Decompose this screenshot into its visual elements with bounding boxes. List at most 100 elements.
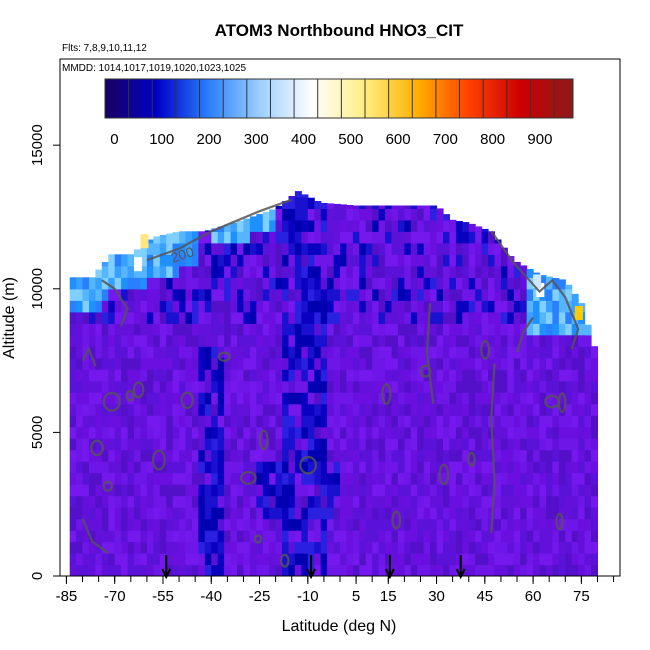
heatmap-cell [204,564,212,576]
heatmap-cell [417,219,425,232]
heatmap-cell [578,438,586,451]
heatmap-cell [565,311,573,324]
heatmap-cell [520,507,528,520]
heatmap-cell [513,449,521,462]
heatmap-cell [378,219,386,232]
heatmap-cell [352,380,360,393]
heatmap-cell [294,518,302,531]
heatmap-cell [294,265,302,278]
heatmap-cell [121,472,129,485]
heatmap-cell [256,553,264,566]
heatmap-cell [378,334,386,347]
heatmap-cell [301,495,309,508]
heatmap-cell [571,472,579,485]
heatmap-cell [352,403,360,416]
heatmap-cell [546,484,553,497]
heatmap-cell [449,311,457,324]
heatmap-cell [95,415,103,428]
heatmap-cell [468,438,476,451]
heatmap-cell [365,426,373,439]
heatmap-cell [243,392,251,405]
heatmap-cell [513,415,521,428]
heatmap-cell [204,484,212,497]
contour-line [490,230,580,350]
heatmap-cell [262,346,270,359]
heatmap-cell [179,472,187,485]
heatmap-cell [571,484,579,497]
heatmap-cell [481,392,489,405]
heatmap-cell [359,553,367,566]
heatmap-cell [127,472,135,485]
heatmap-cell [172,232,180,244]
heatmap-cell [436,265,444,278]
heatmap-cell [404,438,412,451]
heatmap-cell [307,357,315,370]
heatmap-cell [391,265,399,278]
heatmap-cell [365,231,373,244]
heatmap-cell [462,518,470,531]
heatmap-cell [558,553,566,566]
heatmap-cell [269,541,277,554]
heatmap-cell [449,530,457,543]
heatmap-cell [114,403,122,416]
heatmap-cell [410,334,418,347]
heatmap-cell [352,288,360,301]
heatmap-cell [95,288,103,301]
heatmap-cell [204,553,212,566]
heatmap-cell [140,530,148,543]
heatmap-cell [481,380,489,393]
heatmap-cell [179,380,187,393]
heatmap-cell [436,300,444,313]
heatmap-cell [352,231,360,244]
heatmap-cell [95,438,103,451]
heatmap-cell [340,254,347,267]
heatmap-cell [520,380,528,393]
heatmap-cell [475,288,483,301]
heatmap-cell [211,472,219,485]
heatmap-cell [333,203,341,209]
heatmap-cell [204,518,212,531]
heatmap-cell [76,495,84,508]
heatmap-cell [520,495,528,508]
heatmap-cell [475,277,483,290]
heatmap-cell [430,507,438,520]
heatmap-cell [352,495,360,508]
heatmap-cell [443,426,450,439]
heatmap-cell [404,219,412,232]
heatmap-cell [69,553,77,566]
heatmap-cell [153,334,161,347]
heatmap-cell [76,530,84,543]
heatmap-cell [327,495,335,508]
heatmap-cell [410,380,418,393]
heatmap-cell [204,311,212,324]
heatmap-cell [436,219,444,232]
heatmap-cell [346,346,354,359]
heatmap-cell [256,277,264,290]
heatmap-cell [269,403,277,416]
heatmap-cell [237,484,244,497]
heatmap-cell [546,530,553,543]
heatmap-cell [230,530,238,543]
heatmap-cell [82,311,90,324]
heatmap-cell [449,518,457,531]
heatmap-cell [146,426,154,439]
heatmap-cell [385,438,393,451]
heatmap-cell [192,369,199,382]
heatmap-cell [114,254,122,267]
heatmap-cell [224,438,232,451]
heatmap-cell [340,403,347,416]
heatmap-cell [288,357,296,370]
heatmap-cell [552,415,560,428]
heatmap-cell [217,357,225,370]
heatmap-cell [340,242,347,255]
heatmap-cell [520,288,528,301]
heatmap-cell [468,541,476,554]
heatmap-cell [494,311,502,324]
heatmap-cell [475,226,483,232]
heatmap-cell [307,265,315,278]
heatmap-cell [249,415,257,428]
heatmap-cell [513,564,521,576]
heatmap-cell [397,334,405,347]
heatmap-cell [449,449,457,462]
